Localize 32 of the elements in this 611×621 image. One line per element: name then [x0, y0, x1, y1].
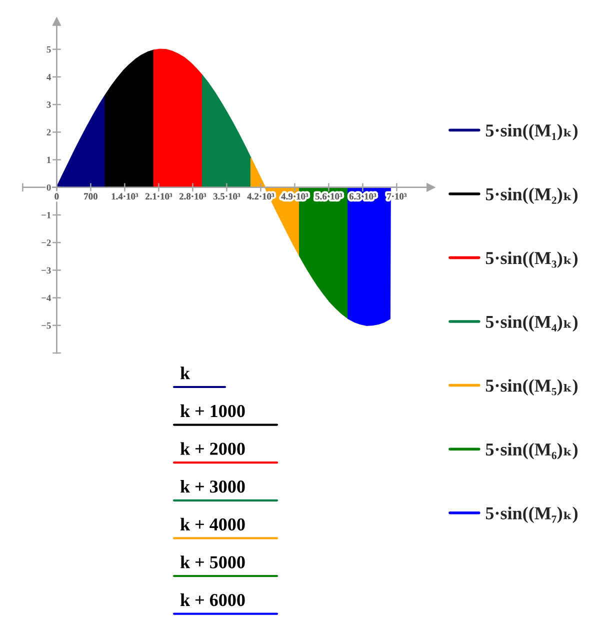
legend-label: 5·sin((M₃)ₖ) — [486, 251, 578, 268]
legend-label: 5·sin((M₅)ₖ) — [486, 379, 578, 396]
y-tick-label: 1 — [47, 156, 51, 164]
x-tick-label: 700 — [84, 193, 98, 200]
y-tick-label: −2 — [42, 240, 51, 246]
text: k + 1000 — [180, 404, 245, 418]
x-tick-label: 1.4·10³ — [112, 193, 138, 200]
x-tick-label: 2.8·10³ — [179, 193, 206, 200]
text: k + 2000 — [180, 442, 245, 455]
x-tick-label: 3.5·10³ — [213, 193, 240, 200]
text: k + 5000 — [180, 556, 245, 568]
y-tick-label: 4 — [46, 74, 51, 80]
legend-label: 5·sin((M₁)ₖ) — [486, 124, 578, 140]
y-tick-label: −1 — [42, 212, 51, 218]
y-tick-label: 2 — [46, 129, 51, 136]
text: k + 3000 — [180, 480, 245, 493]
y-tick-label: −5 — [42, 322, 51, 329]
y-tick-label: 3 — [46, 102, 51, 108]
legend-label: 5·sin((M₂)ₖ) — [486, 188, 578, 204]
legend-label: 5·sin((M₆)ₖ) — [486, 442, 578, 460]
text: k + 6000 — [180, 593, 245, 606]
text: k — [180, 366, 190, 380]
y-tick-label: 5 — [46, 46, 51, 53]
y-tick-label: −4 — [42, 294, 51, 302]
y-tick-label: −3 — [42, 267, 51, 274]
x-tick-label: 5.6·10³ — [315, 193, 342, 200]
legend-label: 5·sin((M₇)ₖ) — [486, 506, 578, 524]
text: k + 4000 — [180, 518, 245, 531]
y-tick-label: 0 — [46, 184, 51, 191]
x-tick-label: 2.1·10³ — [145, 193, 172, 200]
legend-label: 5·sin((M₄)ₖ) — [486, 315, 578, 332]
x-tick-label: 6.3·10³ — [349, 193, 376, 200]
